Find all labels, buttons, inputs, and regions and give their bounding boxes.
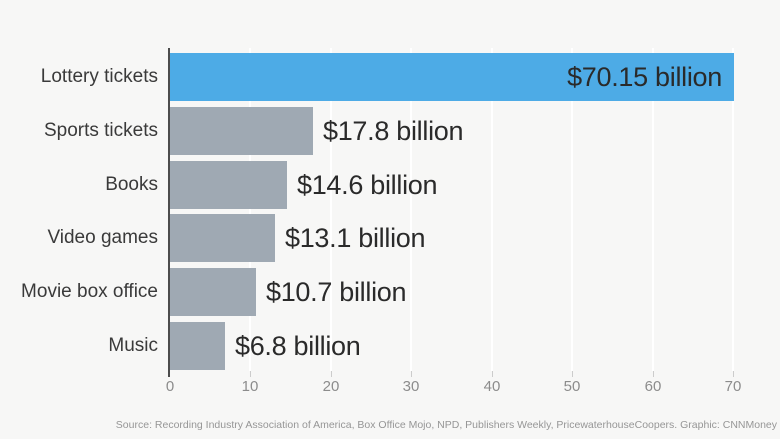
x-axis-tick-mark [250,371,251,377]
x-axis-tick-mark [492,371,493,377]
source-note: Source: Recording Industry Association o… [115,419,777,431]
y-axis-line [168,48,170,377]
x-tick-label: 20 [322,378,340,395]
grid-line [491,48,493,371]
bar [170,107,313,155]
value-label: $70.15 billion [567,62,722,92]
bar [170,268,256,316]
x-axis-tick-mark [411,371,412,377]
grid-line [652,48,654,371]
x-tick-label: 60 [644,378,662,395]
grid-line [732,48,734,371]
value-label: $14.6 billion [297,170,438,200]
x-axis-tick-mark [572,371,573,377]
x-axis-tick-mark [733,371,734,377]
category-label: Video games [47,227,158,248]
x-tick-label: 40 [483,378,501,395]
x-tick-label: 0 [165,378,175,395]
bar-highlight [170,53,734,101]
category-label: Books [105,174,158,195]
x-tick-label: 70 [724,378,742,395]
value-label: $6.8 billion [235,331,361,361]
bar [170,322,225,370]
x-tick-label: 10 [241,378,259,395]
grid-line [410,48,412,371]
category-label: Sports tickets [43,120,158,141]
x-tick-label: 30 [402,378,420,395]
category-label: Movie box office [21,281,158,302]
value-label: $17.8 billion [323,116,464,146]
grid-line [330,48,332,371]
category-label: Lottery tickets [40,66,158,87]
x-tick-label: 50 [563,378,581,395]
x-axis-tick-mark [331,371,332,377]
bar [170,214,275,262]
x-axis-tick-mark [653,371,654,377]
grid-line [571,48,573,371]
bar [170,161,287,209]
grid-line [249,48,251,371]
value-label: $10.7 billion [266,277,407,307]
category-label: Music [108,335,158,356]
value-label: $13.1 billion [285,223,426,253]
